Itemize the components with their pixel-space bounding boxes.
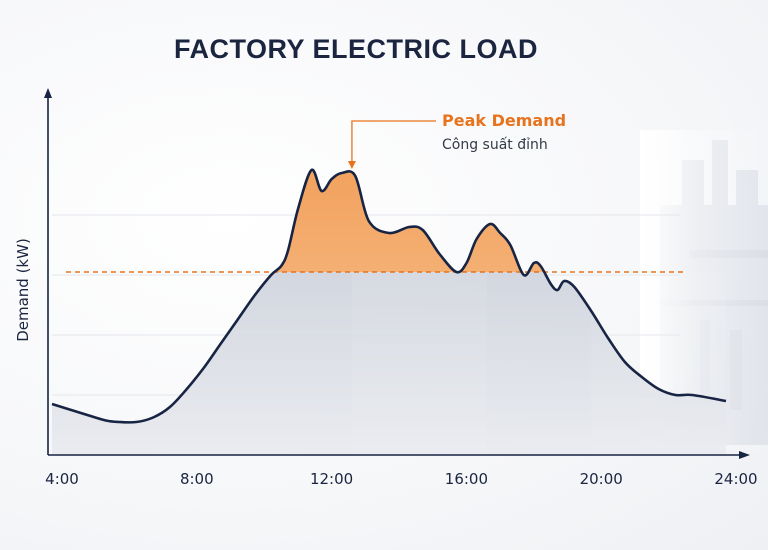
x-tick-label: 4:00 <box>45 470 79 488</box>
x-tick-label: 8:00 <box>180 470 214 488</box>
x-axis-arrow <box>739 451 750 459</box>
annotation-sublabel: Công suất đỉnh <box>442 137 548 153</box>
time-band-1 <box>351 272 487 455</box>
time-band-2 <box>591 272 726 455</box>
y-axis-label: Demand (kW) <box>14 238 32 342</box>
demand-line <box>51 168 727 424</box>
peak-annotation: Peak Demand Công suất đỉnh <box>347 111 566 169</box>
axes <box>44 88 750 459</box>
annotation-label: Peak Demand <box>442 111 566 130</box>
time-bands <box>351 272 726 455</box>
chart-title: FACTORY ELECTRIC LOAD <box>174 34 538 64</box>
x-tick-label: 20:00 <box>580 470 623 488</box>
annotation-arrow <box>347 161 356 169</box>
y-axis-arrow <box>44 88 52 98</box>
x-tick-label: 12:00 <box>310 470 353 488</box>
x-tick-labels: 4:00 8:00 12:00 16:00 20:00 24:00 <box>45 470 757 488</box>
demand-area <box>52 169 726 455</box>
peak-demand-area <box>274 169 545 272</box>
x-tick-label: 24:00 <box>714 470 757 488</box>
annotation-leader-line <box>351 120 436 163</box>
x-tick-label: 16:00 <box>445 470 488 488</box>
